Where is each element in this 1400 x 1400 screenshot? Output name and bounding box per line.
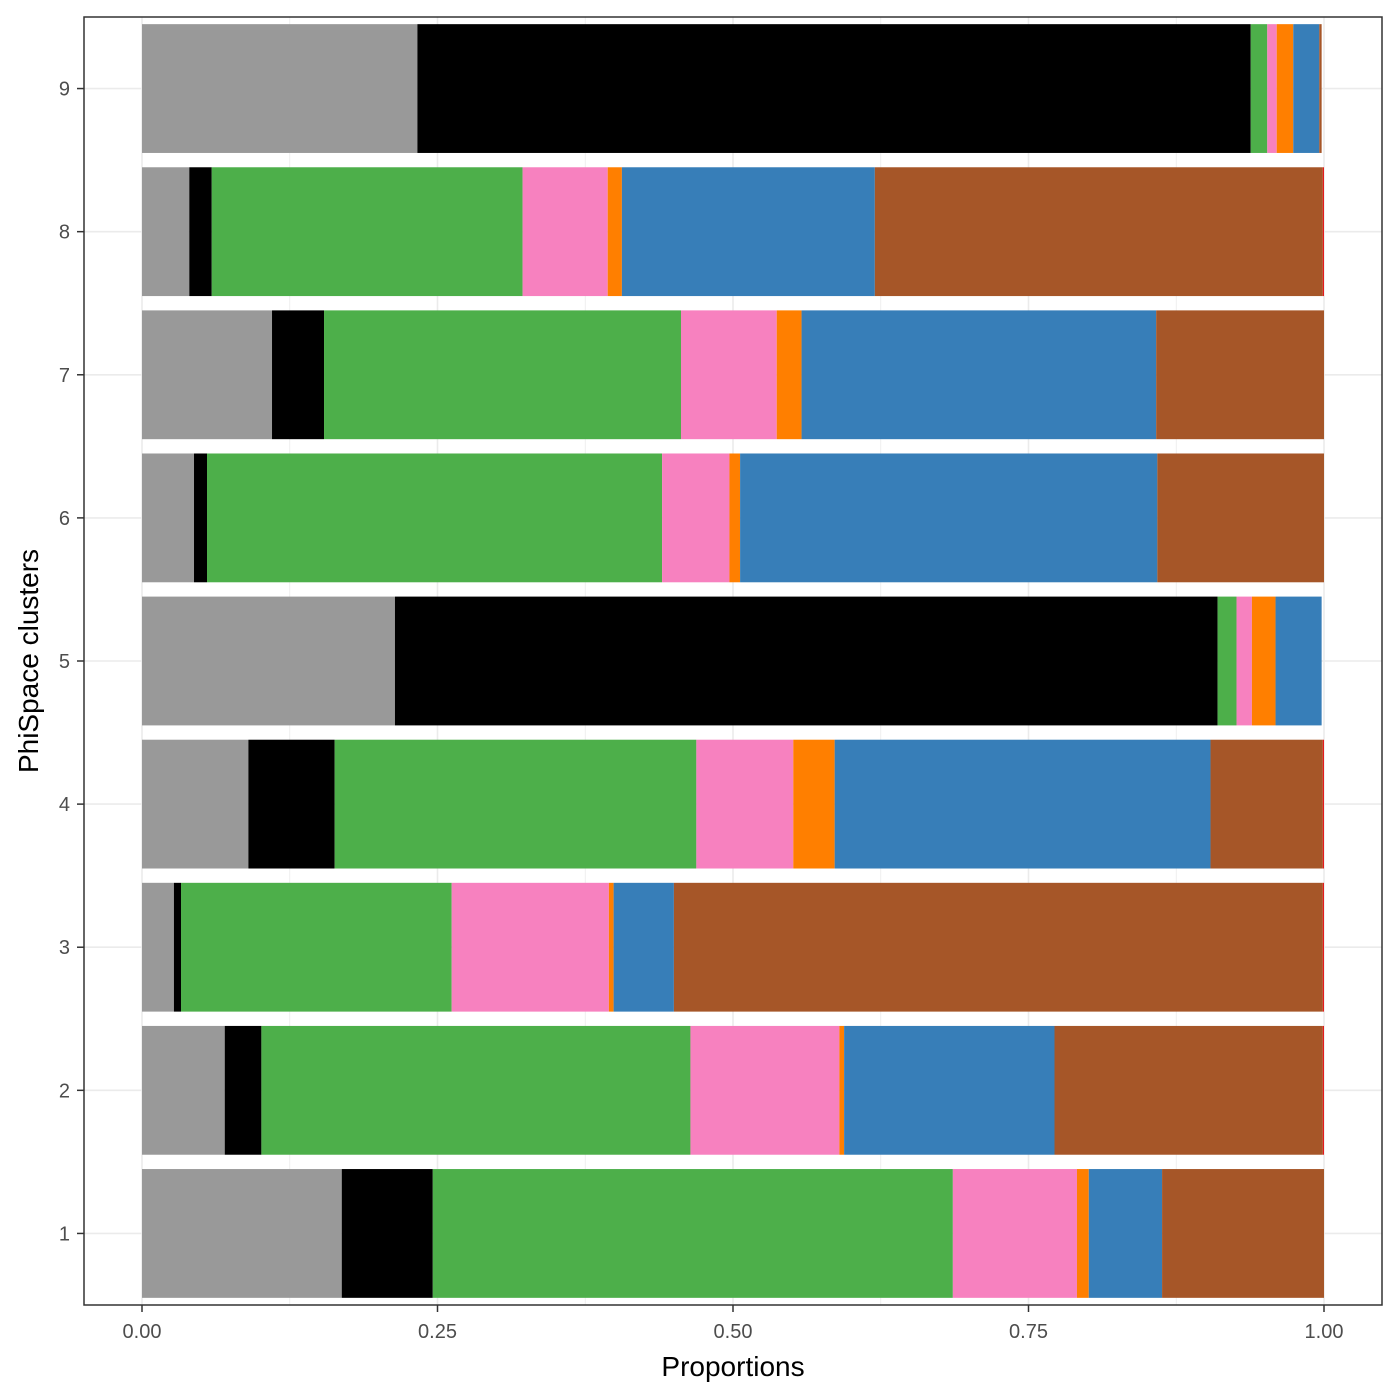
bar-segment-cluster-3-series-3 xyxy=(181,882,452,1012)
bar-segment-cluster-7-series-5 xyxy=(776,310,802,440)
x-tick-label: 0.00 xyxy=(123,1321,162,1343)
bar-segment-cluster-6-series-7 xyxy=(1157,453,1324,583)
bar-segment-cluster-1-series-3 xyxy=(432,1169,953,1298)
y-tick-label: 1 xyxy=(59,1223,70,1245)
bar-segment-cluster-6-series-1 xyxy=(142,453,195,583)
bar-segment-cluster-2-series-1 xyxy=(142,1025,225,1155)
bar-segment-cluster-9-series-1 xyxy=(142,24,418,153)
x-axis: 0.00 0.25 0.50 0.75 1.00 xyxy=(123,1305,1344,1343)
bar-segment-cluster-9-series-3 xyxy=(1250,24,1268,153)
bar-segment-cluster-4-series-3 xyxy=(334,739,697,869)
y-tick-label: 6 xyxy=(59,508,70,530)
bar-segment-cluster-3-series-1 xyxy=(142,882,174,1012)
bar-segment-cluster-7-series-4 xyxy=(680,310,777,440)
x-axis-title: Proportions xyxy=(661,1351,804,1382)
bar-segment-cluster-3-series-2 xyxy=(173,882,182,1012)
bar-segment-cluster-2-series-6 xyxy=(844,1025,1055,1155)
bar-segment-cluster-9-series-6 xyxy=(1293,24,1320,153)
x-tick-label: 0.75 xyxy=(1009,1321,1048,1343)
bar-segment-cluster-8-series-2 xyxy=(189,167,212,297)
bar-segment-cluster-1-series-6 xyxy=(1088,1169,1163,1298)
bar-segment-cluster-5-series-2 xyxy=(394,596,1218,726)
bar-segment-cluster-3-series-7 xyxy=(673,882,1323,1012)
y-tick-label: 9 xyxy=(59,79,70,101)
bar-segment-cluster-4-series-6 xyxy=(834,739,1211,869)
bar-segment-cluster-5-series-5 xyxy=(1251,596,1276,726)
bar-segment-cluster-8-series-7 xyxy=(874,167,1323,297)
y-tick-label: 7 xyxy=(59,365,70,387)
bar-segment-cluster-6-series-5 xyxy=(729,453,741,583)
bar-segment-cluster-9-series-4 xyxy=(1267,24,1277,153)
y-axis-title: PhiSpace clusters xyxy=(13,549,44,773)
bar-segment-cluster-8-series-5 xyxy=(607,167,622,297)
bar-segment-cluster-2-series-3 xyxy=(261,1025,691,1155)
bar-segment-cluster-1-series-2 xyxy=(341,1169,433,1298)
bar-segment-cluster-2-series-8 xyxy=(1322,1025,1324,1155)
bar-segment-cluster-8-series-8 xyxy=(1322,167,1324,297)
bar-segment-cluster-4-series-5 xyxy=(793,739,835,869)
y-axis: 1 2 3 4 5 6 7 8 9 xyxy=(59,79,84,1245)
y-tick-label: 5 xyxy=(59,651,70,673)
bar-segment-cluster-4-series-8 xyxy=(1322,739,1324,869)
y-tick-label: 4 xyxy=(59,794,70,816)
x-tick-label: 0.25 xyxy=(418,1321,457,1343)
bar-segments xyxy=(142,24,1324,1298)
bar-segment-cluster-3-series-8 xyxy=(1322,882,1324,1012)
bar-segment-cluster-6-series-2 xyxy=(194,453,208,583)
bar-segment-cluster-1-series-5 xyxy=(1076,1169,1089,1298)
bar-segment-cluster-3-series-4 xyxy=(451,882,609,1012)
bar-segment-cluster-2-series-2 xyxy=(224,1025,262,1155)
bar-segment-cluster-9-series-2 xyxy=(417,24,1251,153)
bar-segment-cluster-2-series-7 xyxy=(1054,1025,1323,1155)
bar-segment-cluster-8-series-6 xyxy=(621,167,875,297)
bar-segment-cluster-4-series-7 xyxy=(1210,739,1323,869)
bar-segment-cluster-5-series-6 xyxy=(1275,596,1322,726)
bar-segment-cluster-2-series-4 xyxy=(690,1025,840,1155)
bar-segment-cluster-9-series-5 xyxy=(1276,24,1294,153)
bar-segment-cluster-3-series-6 xyxy=(613,882,674,1012)
bar-segment-cluster-2-series-5 xyxy=(839,1025,845,1155)
bar-segment-cluster-3-series-5 xyxy=(608,882,614,1012)
bar-segment-cluster-7-series-2 xyxy=(272,310,325,440)
bar-segment-cluster-8-series-1 xyxy=(142,167,190,297)
bar-segment-cluster-1-series-1 xyxy=(142,1169,342,1298)
bar-segment-cluster-4-series-2 xyxy=(248,739,335,869)
bar-segment-cluster-7-series-6 xyxy=(801,310,1157,440)
bar-segment-cluster-9-series-7 xyxy=(1319,24,1322,153)
x-tick-label: 1.00 xyxy=(1305,1321,1344,1343)
bar-segment-cluster-8-series-3 xyxy=(211,167,523,297)
y-tick-label: 3 xyxy=(59,937,70,959)
bar-segment-cluster-5-series-1 xyxy=(142,596,395,726)
bar-segment-cluster-6-series-3 xyxy=(207,453,663,583)
y-tick-label: 8 xyxy=(59,222,70,244)
bar-segment-cluster-4-series-1 xyxy=(142,739,249,869)
bar-segment-cluster-5-series-4 xyxy=(1236,596,1252,726)
bar-segment-cluster-7-series-1 xyxy=(142,310,273,440)
bar-segment-cluster-6-series-4 xyxy=(662,453,730,583)
y-tick-label: 2 xyxy=(59,1080,70,1102)
bar-segment-cluster-7-series-7 xyxy=(1156,310,1324,440)
bar-segment-cluster-6-series-6 xyxy=(740,453,1158,583)
bar-segment-cluster-4-series-4 xyxy=(696,739,794,869)
bar-segment-cluster-1-series-4 xyxy=(952,1169,1077,1298)
bar-segment-cluster-1-series-7 xyxy=(1162,1169,1324,1298)
x-tick-label: 0.50 xyxy=(714,1321,753,1343)
bar-segment-cluster-5-series-3 xyxy=(1217,596,1237,726)
bar-segment-cluster-7-series-3 xyxy=(324,310,681,440)
bar-segment-cluster-8-series-4 xyxy=(522,167,608,297)
